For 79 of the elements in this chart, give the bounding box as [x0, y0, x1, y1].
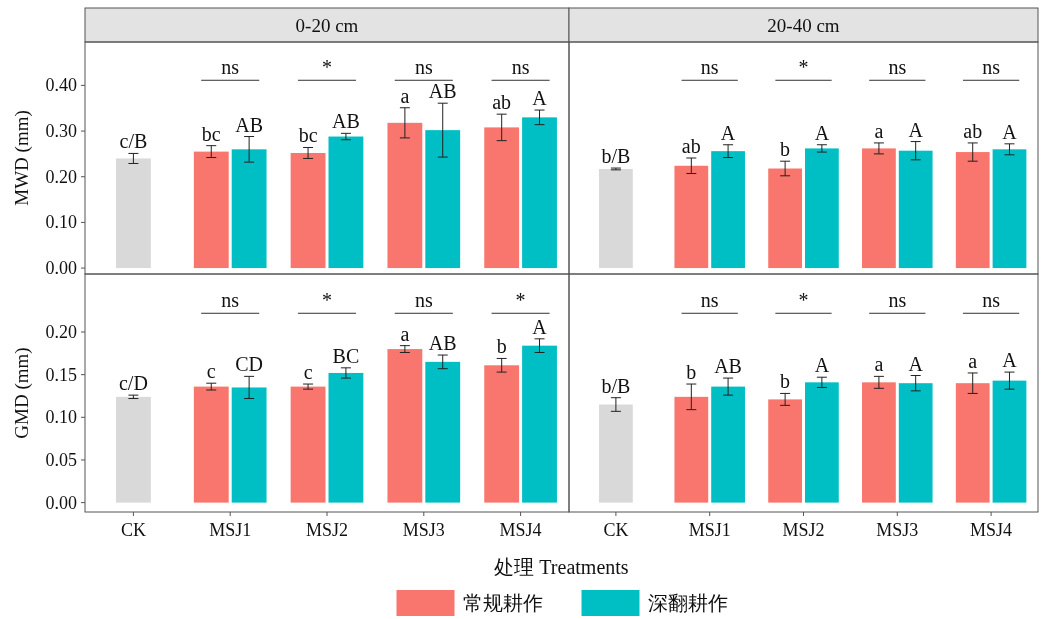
data-label: b [496, 335, 507, 358]
data-label: A [720, 121, 736, 144]
x-tick-label: MSJ3 [402, 520, 445, 540]
annotation: ns [982, 289, 1001, 312]
x-tick-label: MSJ4 [499, 520, 542, 540]
x-tick-label: MSJ2 [782, 520, 825, 540]
data-label: A [532, 315, 548, 338]
annotation: ns [700, 289, 719, 312]
data-label: AB [428, 80, 457, 103]
y-tick-label: 0.00 [45, 492, 77, 513]
y-tick-label: 0.15 [45, 364, 77, 385]
data-label: a [874, 353, 884, 376]
x-axis-title: 处理 Treatments [494, 556, 629, 578]
data-label: a [968, 349, 978, 372]
data-label: A [814, 121, 830, 144]
x-tick-label: CK [603, 520, 629, 540]
annotation: ns [221, 56, 240, 79]
data-label: ab [963, 119, 983, 142]
data-label: AB [428, 332, 457, 355]
x-tick-label: MSJ1 [209, 520, 252, 540]
annotation: * [322, 56, 332, 79]
data-label: A [1002, 349, 1018, 372]
data-label: bc [298, 124, 318, 147]
data-label: CD [235, 353, 264, 376]
data-label: A [814, 354, 830, 377]
data-label: b/B [601, 145, 631, 168]
y-tick-label: 0.10 [45, 212, 77, 233]
data-label: A [908, 118, 924, 141]
data-label: AB [235, 113, 264, 136]
y-tick-label: 0.20 [45, 322, 77, 343]
y-tick-label: 0.20 [45, 166, 77, 187]
data-label: c/B [119, 130, 148, 153]
data-label: b/B [601, 374, 631, 397]
annotation: * [322, 289, 332, 312]
annotation: ns [888, 289, 907, 312]
annotation: ns [982, 56, 1001, 79]
y-tick-label: 0.40 [45, 75, 77, 96]
y-tick-label: 0.30 [45, 121, 77, 142]
x-tick-label: MSJ4 [970, 520, 1013, 540]
annotation: ns [221, 289, 240, 312]
data-label: BC [332, 344, 360, 367]
data-label: ab [681, 135, 701, 157]
data-label: AB [714, 355, 742, 378]
x-tick-label: MSJ3 [876, 520, 919, 540]
y-axis-title: MWD (mm) [11, 110, 33, 206]
y-tick-label: 0.00 [45, 258, 77, 279]
data-label: A [1002, 120, 1018, 143]
data-label: a [874, 119, 884, 142]
data-label: c [303, 361, 313, 384]
annotation: * [798, 56, 809, 79]
legend-label: 深翻耕作 [647, 592, 728, 614]
y-axis-title: GMD (mm) [11, 347, 33, 439]
legend-label: 常规耕作 [462, 592, 543, 614]
data-label: c [206, 360, 216, 383]
annotation: ns [888, 56, 907, 79]
annotation: * [798, 289, 809, 312]
x-tick-label: CK [120, 520, 146, 540]
data-label: b [780, 370, 791, 393]
data-label: a [400, 322, 410, 345]
y-tick-label: 0.10 [45, 407, 77, 428]
annotation: ns [511, 56, 530, 79]
data-label: a [400, 84, 410, 107]
data-label: ab [492, 91, 512, 114]
annotation: ns [414, 56, 433, 79]
data-label: AB [332, 110, 360, 133]
data-label: A [908, 352, 924, 375]
data-label: A [532, 87, 548, 110]
y-tick-label: 0.05 [45, 449, 77, 470]
data-label: bc [201, 122, 221, 145]
data-label: c/D [118, 372, 148, 395]
data-label: b [686, 361, 697, 384]
x-tick-label: MSJ2 [305, 520, 349, 540]
chart-title: 20-40 cm [767, 15, 840, 36]
chart-title: 0-20 cm [295, 15, 359, 36]
annotation: ns [700, 56, 719, 79]
annotation: * [515, 289, 526, 312]
data-label: b [780, 138, 791, 161]
annotation: ns [414, 289, 433, 312]
x-tick-label: MSJ1 [688, 520, 731, 540]
